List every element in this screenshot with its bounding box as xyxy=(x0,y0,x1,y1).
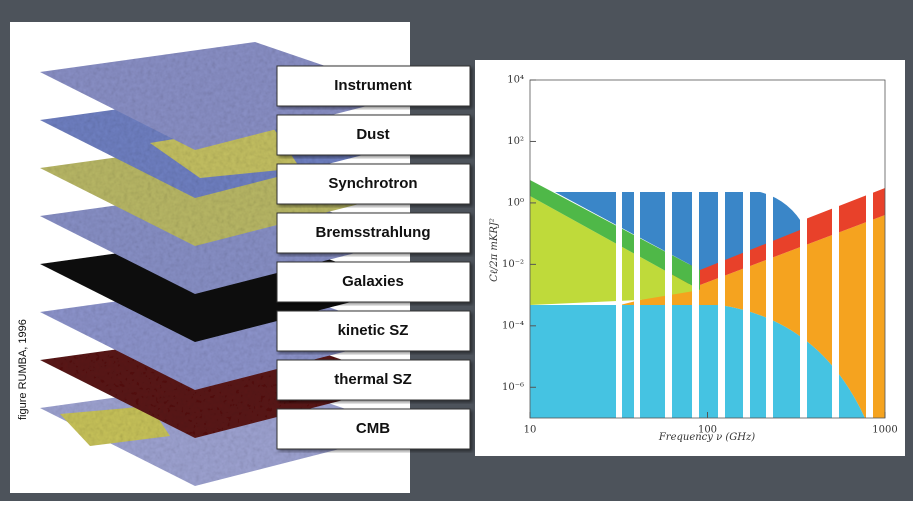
x-tick-label: 100 xyxy=(698,425,717,436)
layer-label: CMB xyxy=(356,420,390,437)
layer-label: Instrument xyxy=(334,77,412,94)
y-tick-label: 10⁴ xyxy=(507,75,524,86)
y-axis-label: Cℓ/2π mKRJ² xyxy=(489,218,500,282)
caption: figure RUMBA, 1996 xyxy=(17,319,29,420)
layer-label: Bremsstrahlung xyxy=(315,224,430,241)
y-tick-label: 10² xyxy=(507,136,524,147)
y-tick-label: 10⁻⁴ xyxy=(502,320,524,331)
x-tick-label: 1000 xyxy=(872,425,897,436)
layer-label: thermal SZ xyxy=(334,371,412,388)
y-tick-label: 10⁻⁶ xyxy=(502,382,524,393)
layer-label: Galaxies xyxy=(342,273,404,290)
slide: figure RUMBA, 1996 Instrument Dust Synchro… xyxy=(0,0,913,501)
y-tick-label: 10⁰ xyxy=(507,197,524,208)
y-tick-label: 10⁻² xyxy=(502,259,524,270)
x-tick-label: 10 xyxy=(524,425,537,436)
layer-label: Synchrotron xyxy=(328,175,417,192)
layer-label: Dust xyxy=(356,126,389,143)
page: figure RUMBA, 1996 Instrument Dust Synchro… xyxy=(0,0,913,501)
layer-label: kinetic SZ xyxy=(338,322,409,339)
